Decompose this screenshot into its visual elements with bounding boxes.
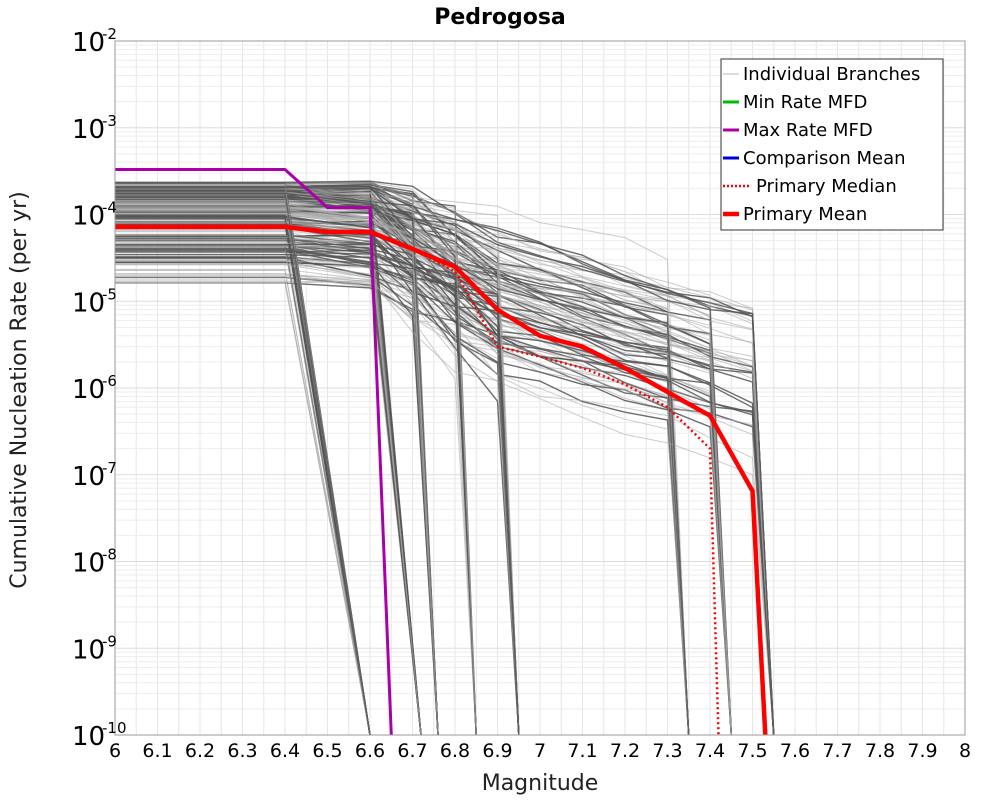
x-tick-label: 8 [959, 740, 971, 762]
branch-line [115, 213, 520, 736]
legend-label: Individual Branches [743, 64, 920, 85]
chart-title: Pedrogosa [434, 5, 566, 30]
x-tick-label: 6.5 [312, 740, 342, 762]
branch-line [115, 192, 775, 736]
branch-line [115, 220, 732, 736]
y-tick-exponent: -3 [102, 112, 117, 130]
series-line-2 [115, 225, 720, 736]
branch-line [115, 235, 477, 736]
x-tick-label: 6.7 [397, 740, 427, 762]
y-tick-exponent: -7 [102, 459, 117, 477]
branch-line [115, 249, 520, 736]
x-tick-label: 7.4 [695, 740, 725, 762]
branch-line [115, 245, 732, 736]
branch-line [115, 263, 690, 736]
legend-label: Max Rate MFD [743, 120, 873, 141]
x-tick-label: 7.9 [907, 740, 937, 762]
branch-line [115, 186, 775, 736]
branch-line [115, 280, 775, 736]
x-tick-label: 7.8 [865, 740, 895, 762]
branch-line [115, 185, 690, 736]
legend: Individual Branches Min Rate MFD Max Rate … [720, 58, 944, 231]
y-tick-label: 10 [72, 549, 105, 579]
y-tick-exponent: -8 [102, 546, 117, 564]
branch-line [115, 212, 732, 736]
branch-line [115, 205, 732, 736]
branch-line [115, 273, 477, 736]
branch-line [115, 183, 732, 736]
y-tick-label: 10 [72, 115, 105, 145]
branch-line [115, 252, 439, 736]
x-tick-label: 7 [534, 740, 546, 762]
branch-line [115, 269, 371, 736]
y-tick-exponent: -6 [102, 372, 117, 390]
branch-line [115, 260, 477, 736]
x-tick-label: 7.1 [567, 740, 597, 762]
y-tick-exponent: -2 [102, 25, 117, 43]
y-tick-label: 10 [72, 202, 105, 232]
y-tick-label: 10 [72, 722, 105, 752]
x-tick-label: 6.3 [227, 740, 257, 762]
branch-line [115, 239, 422, 736]
y-tick-labels: 10-210-310-410-510-610-710-810-910-10 [72, 25, 127, 752]
legend-label: Comparison Mean [743, 148, 906, 169]
y-tick-exponent: -10 [102, 719, 127, 737]
legend-label: Primary Median [756, 176, 897, 197]
x-tick-label: 6.8 [440, 740, 470, 762]
y-tick-exponent: -4 [102, 199, 117, 217]
series-line-1 [115, 224, 768, 736]
y-tick-label: 10 [72, 635, 105, 665]
x-tick-label: 6.1 [142, 740, 172, 762]
branch-line [115, 215, 371, 736]
branch-line [115, 192, 439, 736]
branch-line [115, 210, 732, 736]
x-tick-label: 6.4 [270, 740, 300, 762]
x-tick-label: 6 [109, 740, 121, 762]
y-axis-label: Cumulative Nucleation Rate (per yr) [7, 191, 32, 589]
y-tick-label: 10 [72, 288, 105, 318]
series-line-0 [115, 168, 393, 736]
x-tick-label: 6.6 [355, 740, 385, 762]
branch-line [115, 181, 690, 736]
branch-line [115, 188, 439, 736]
plot-frame [114, 40, 966, 736]
x-tick-label: 6.2 [185, 740, 215, 762]
legend-label: Primary Mean [743, 204, 867, 225]
series-lines [115, 168, 768, 736]
branch-line [115, 264, 520, 736]
branch-line [115, 281, 371, 736]
x-tick-label: 7.6 [780, 740, 810, 762]
x-tick-label: 7.3 [652, 740, 682, 762]
x-tick-label: 7.7 [822, 740, 852, 762]
branch-line [115, 192, 690, 736]
x-tick-label: 6.9 [482, 740, 512, 762]
x-tick-label: 7.5 [737, 740, 767, 762]
y-tick-exponent: -5 [102, 285, 117, 303]
y-tick-label: 10 [72, 462, 105, 492]
x-tick-label: 7.2 [610, 740, 640, 762]
x-tick-labels: 6 6.1 6.2 6.3 6.4 6.5 6.6 6.7 6.8 6.9 7 7.1 7.2 7.3 7.… [109, 740, 971, 762]
branch-line [115, 210, 732, 736]
y-tick-label: 10 [72, 375, 105, 405]
legend-label: Min Rate MFD [743, 92, 867, 113]
branch-line [115, 221, 422, 736]
y-tick-label: 10 [72, 28, 105, 58]
x-axis-label: Magnitude [482, 771, 599, 796]
legend-box [720, 58, 944, 231]
y-tick-exponent: -9 [102, 632, 117, 650]
